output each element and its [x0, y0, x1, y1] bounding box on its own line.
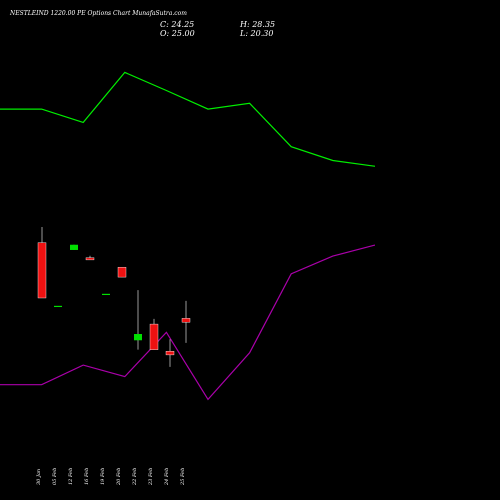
- close-value: C: 24.25: [160, 20, 195, 29]
- candle-body: [134, 334, 142, 341]
- candle-body: [85, 257, 95, 261]
- candle-body: [117, 266, 127, 278]
- high-value: H: 28.35: [240, 20, 276, 29]
- x-tick-label: 23 Feb: [148, 468, 154, 486]
- candle-body: [70, 244, 78, 250]
- open-value: O: 25.00: [160, 29, 195, 38]
- x-tick-label: 16 Feb: [84, 468, 90, 485]
- x-tick-label: 25 Feb: [180, 468, 186, 486]
- candle-body: [149, 323, 159, 350]
- x-tick-label: 19 Feb: [100, 468, 106, 485]
- upper-band-line: [0, 71, 375, 167]
- lower-band-line: [0, 244, 375, 401]
- x-tick-label: 22 Feb: [132, 468, 138, 486]
- candle-body: [37, 242, 47, 299]
- candle-body: [181, 318, 191, 323]
- x-tick-label: 05 Feb: [52, 468, 58, 485]
- candle-body: [165, 351, 175, 356]
- x-tick-labels: 30 Jan 05 Feb 12 Feb 16 Feb 19 Feb 20 Feb 22 F…: [36, 468, 186, 486]
- candle-body: [102, 293, 110, 296]
- band-lines: [0, 71, 375, 401]
- candles: [37, 227, 191, 367]
- x-tick-label: 24 Feb: [164, 468, 170, 486]
- x-tick-label: 30 Jan: [36, 469, 42, 485]
- candle-body: [54, 305, 62, 308]
- x-tick-label: 20 Feb: [116, 468, 122, 486]
- chart-title: NESTLEIND 1220.00 PE Options Chart Munaf…: [10, 10, 187, 17]
- x-tick-label: 12 Feb: [68, 468, 74, 485]
- low-value: L: 20.30: [240, 29, 274, 38]
